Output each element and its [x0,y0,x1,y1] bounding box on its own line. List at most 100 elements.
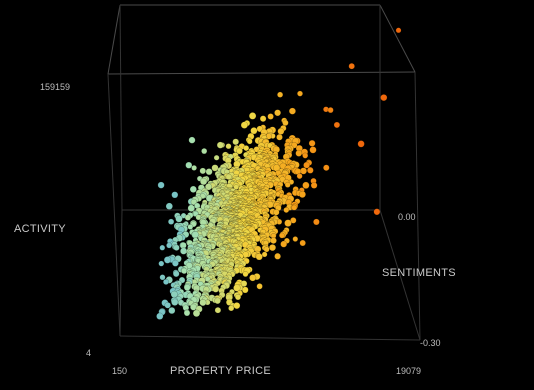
data-point [250,127,258,135]
y-tick-min: 4 [86,348,91,358]
data-point [296,173,303,180]
data-point [290,217,297,224]
data-point [248,112,257,120]
data-point [246,138,253,145]
data-point [292,236,299,242]
data-point [158,260,165,267]
data-point [183,309,191,317]
data-point [243,145,250,152]
data-point [187,224,194,230]
z-axis-label: SENTIMENTS [382,267,456,279]
data-point [327,107,334,114]
box-edge [107,4,121,75]
box-edge [379,209,421,341]
data-point [199,177,208,186]
data-point [278,232,285,239]
data-point [302,152,309,159]
data-point [263,246,270,253]
data-point [211,164,219,172]
box-edge [107,73,121,337]
data-point [171,259,179,267]
data-points [156,27,402,320]
data-point [199,299,207,307]
data-point [168,306,176,315]
data-point [333,121,341,129]
data-point [274,109,282,117]
data-point [199,167,207,175]
data-point [268,244,277,252]
y-axis-label: ACTIVITY [14,223,66,235]
data-point [184,214,192,221]
data-point [159,244,166,251]
data-point [225,173,232,180]
data-point [298,190,306,198]
data-point [171,298,179,306]
data-point [212,285,220,293]
data-point [164,302,171,309]
data-point [183,284,191,291]
data-point [277,91,284,98]
data-point [310,182,318,189]
data-point [323,164,330,171]
data-point [306,166,314,174]
data-point [192,309,201,318]
data-point [188,136,196,144]
data-point [282,119,289,127]
data-point [236,147,243,155]
data-point [242,271,249,277]
data-point [185,161,193,169]
data-point [309,146,317,154]
data-point [259,115,267,122]
z-tick-mid: 0.00 [398,212,416,222]
data-point [165,202,173,210]
data-point [261,251,268,258]
data-point [295,149,303,157]
data-point [163,256,172,264]
box-edge [107,71,416,75]
data-point [267,113,274,120]
data-point [189,185,197,193]
data-point [288,107,296,115]
data-point [205,168,213,176]
data-point [240,121,249,129]
data-point [256,125,264,133]
data-point [308,139,316,147]
data-point [291,204,298,211]
data-point [201,148,208,155]
data-point [173,244,180,251]
data-point [233,302,241,310]
data-point [225,143,232,150]
data-point [191,165,197,171]
data-point [274,252,281,260]
data-point [284,219,292,227]
data-point [276,133,283,141]
y-tick-max: 159159 [40,82,70,92]
box-edge [119,4,123,211]
data-point [232,138,240,146]
data-point [256,283,263,290]
data-point [162,278,170,285]
data-point [373,208,381,216]
data-point [380,94,388,102]
data-point [216,141,224,149]
data-point [214,297,221,305]
data-point [395,27,402,34]
box-edge [119,335,421,341]
data-point [214,306,222,314]
data-point [313,218,320,226]
data-point [348,62,355,70]
data-point [180,247,188,255]
data-point [204,183,213,191]
x-tick-min: 150 [112,366,127,376]
data-point [228,305,235,312]
box-edge [379,4,416,73]
z-tick-min: -0.30 [420,338,441,348]
data-point [302,181,310,189]
data-point [270,237,277,244]
data-point [357,140,365,148]
data-point [249,274,257,282]
data-point [156,312,164,320]
data-point [297,90,303,97]
data-point [190,198,198,206]
